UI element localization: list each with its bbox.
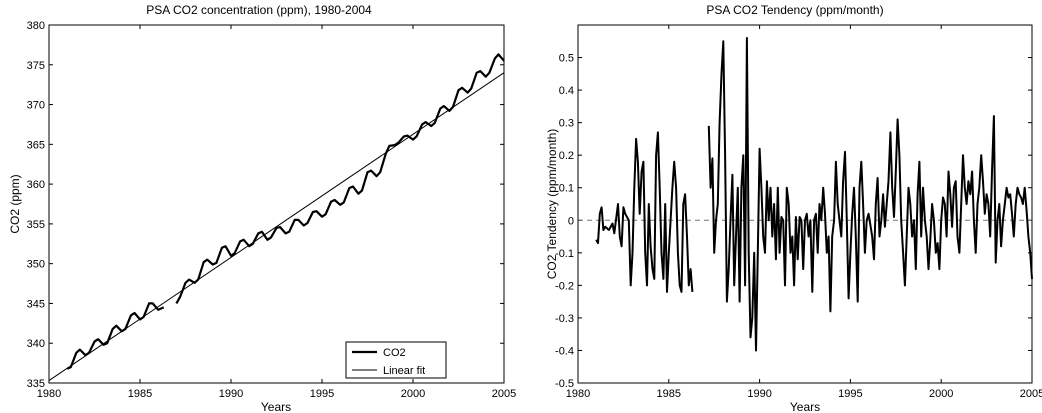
tick-layer: 1980 1985 1990 1995 2000 2005 335 340 345 350 355 3…	[27, 20, 517, 400]
x-tick-label: 1985	[128, 388, 152, 400]
y-tick-label: 375	[27, 60, 45, 72]
y-tick-label: 0.3	[559, 118, 574, 130]
co2-tendency-chart: PSA CO2 Tendency (ppm/month) 1980 1985 199…	[545, 3, 1042, 413]
x-tick-label: 1980	[37, 388, 61, 400]
plot-frame	[48, 24, 505, 384]
y-axis-label: CO2 (ppm)	[8, 174, 22, 233]
y-tick-label: 350	[27, 259, 45, 271]
chart-title: PSA CO2 concentration (ppm), 1980-2004	[146, 3, 372, 17]
x-tick-label: 2000	[929, 388, 953, 400]
y-tick-label: 0.4	[559, 85, 574, 97]
y-tick-label: 360	[27, 179, 45, 191]
y-tick-label: 365	[27, 139, 45, 151]
x-axis-label: Years	[790, 400, 820, 413]
y-tick-label: 345	[27, 298, 45, 310]
y-tick-label: -0.5	[555, 378, 574, 390]
data-layer	[578, 37, 1033, 352]
legend-box	[345, 341, 447, 379]
y-tick-label: -0.2	[555, 280, 574, 292]
y-tick-label: -0.1	[555, 248, 574, 260]
series-line-tendency-segment-1	[595, 131, 694, 293]
plot-frame	[577, 24, 1033, 384]
x-axis-label: Years	[261, 400, 291, 413]
x-tick-label: 1990	[219, 388, 243, 400]
legend-label-linear-fit: Linear fit	[383, 365, 425, 377]
y-tick-label: -0.3	[555, 313, 574, 325]
y-tick-label: 0.2	[559, 150, 574, 162]
series-line-co2-segment-1	[66, 302, 165, 370]
chart-title: PSA CO2 Tendency (ppm/month)	[706, 3, 883, 17]
y-tick-label: 370	[27, 100, 45, 112]
y-tick-label: -0.4	[555, 345, 574, 357]
x-tick-label: 1990	[747, 388, 771, 400]
y-tick-label: 0.1	[559, 183, 574, 195]
y-tick-label: 0	[568, 215, 574, 227]
co2-concentration-chart: PSA CO2 concentration (ppm), 1980-2004 1…	[8, 3, 516, 413]
x-tick-label: 2000	[401, 388, 425, 400]
legend-label-co2: CO2	[383, 347, 406, 359]
tick-layer: 1980 1985 1990 1995 2000 2005 -0.5 -0.4 -0.3 -0.2…	[555, 25, 1042, 400]
y-tick-label: 335	[27, 378, 45, 390]
y-tick-label: 380	[27, 20, 45, 32]
x-tick-label: 1995	[838, 388, 862, 400]
x-tick-label: 2005	[1020, 388, 1042, 400]
x-tick-label: 1995	[310, 388, 334, 400]
legend: CO2 Linear fit	[345, 341, 447, 379]
data-layer	[48, 53, 505, 382]
y-tick-label: 355	[27, 219, 45, 231]
series-line-linear-fit-segment-1	[48, 72, 505, 382]
series-line-tendency-segment-2	[707, 37, 1033, 352]
y-tick-label: 340	[27, 338, 45, 350]
y-axis-label: CO2 Tendency (ppm/month)	[545, 129, 559, 280]
x-tick-label: 1985	[657, 388, 681, 400]
y-tick-label: 0.5	[559, 53, 574, 65]
x-tick-label: 2005	[492, 388, 516, 400]
series-line-co2-segment-2	[175, 53, 505, 304]
x-tick-label: 1980	[566, 388, 590, 400]
